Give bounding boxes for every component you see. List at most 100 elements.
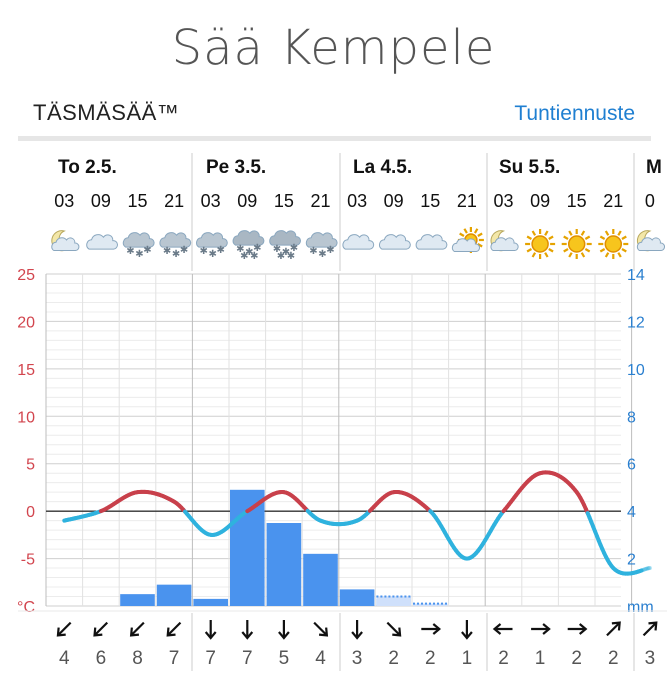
temp-axis-tick: 5 [26,457,35,474]
svg-text:✱: ✱ [217,245,225,256]
hour-label: 21 [603,191,623,211]
hour-label: 21 [164,191,184,211]
cloudy-icon [86,234,118,250]
cloud-snow-icon: ✱ ✱ ✱ [196,232,228,260]
wind-arrow-icon [461,620,473,640]
page-title: Sää Kempele [171,20,496,76]
svg-text:✱: ✱ [318,249,326,260]
wind-arrow-icon [567,623,588,635]
cloudy-icon [342,234,375,250]
hour-label: 15 [420,191,440,211]
precip-bar [339,589,375,606]
wind-arrow-icon [241,620,254,640]
precip-axis-tick: 4 [627,504,636,521]
wind-arrow-icon [531,623,551,635]
day-label: Su 5.5. [499,157,560,178]
svg-text:✱: ✱ [135,249,143,260]
svg-text:✱: ✱ [282,247,290,258]
wind-speed: 2 [388,648,399,669]
hourly-forecast-link[interactable]: Tuntiennuste [514,102,635,125]
plot-area [46,274,621,606]
sun-icon [561,229,592,259]
wind-arrow-icon [313,621,329,637]
day-label: Pe 3.5. [206,157,266,178]
wind-speed: 4 [59,648,70,669]
temp-axis-tick: 20 [17,314,35,331]
precip-bar [120,594,155,606]
wind-arrow-icon [204,620,217,640]
day-label: La 4.5. [353,157,412,178]
svg-text:✱: ✱ [273,244,281,255]
hour-label: 03 [201,191,221,211]
temperature-line-segment [637,568,644,574]
precip-axis-tick: 10 [627,362,645,379]
wind-speed: 1 [535,648,546,669]
hour-label: 09 [237,191,257,211]
precip-axis-tick: 2 [627,552,636,569]
precip-bar [230,489,265,606]
svg-text:✱: ✱ [250,251,258,262]
cloud-snow-icon: ✱ ✱ ✱ [122,232,155,260]
hour-label: 03 [493,191,513,211]
wind-arrow-icon [351,620,363,640]
temp-axis-tick: 0 [26,504,35,521]
forecast-panel[interactable]: To 2.5. Pe 3.5. La 4.5. Su 5.5. M 03 09 15 21 03 0… [0,141,667,700]
wind-arrow-icon [421,623,442,635]
wind-arrow-icon [56,621,72,637]
hour-label: 15 [274,191,294,211]
hour-label: 15 [127,191,147,211]
precip-light-bar [413,603,448,606]
wind-arrow-icon [492,623,513,635]
wind-speed: 3 [645,648,656,669]
precip-light-bar [376,596,411,606]
night-partly-cloudy-icon [636,230,666,252]
plot-grid [45,273,633,607]
night-partly-cloudy-icon [51,230,80,252]
svg-text:✱: ✱ [290,243,298,254]
cloudy-icon [415,234,448,250]
wind-arrow-icon [642,621,658,637]
header-divider [18,136,651,141]
day-label: To 2.5. [58,157,117,178]
precip-bar [303,553,338,606]
svg-text:✱: ✱ [245,247,253,258]
svg-text:✱: ✱ [277,251,285,262]
temp-axis-tick: 25 [17,267,35,284]
cloud-snow-icon: ✱ ✱ ✱ [305,232,338,260]
sun-icon [525,229,556,259]
wind-arrow-icon [129,621,145,637]
wind-speed: 7 [242,648,253,669]
wind-speed: 5 [279,648,290,669]
precip-axis-tick: 6 [627,457,636,474]
precip-axis-tick: mm [627,599,654,616]
precip-bar [193,598,228,606]
svg-text:✱: ✱ [200,246,208,257]
wind-speed: 2 [498,648,509,669]
precip-axis-tick: 12 [627,314,645,331]
hour-label: 09 [384,191,404,211]
svg-text:✱: ✱ [126,246,134,257]
hour-label: 09 [91,191,111,211]
temp-axis-tick: 10 [17,409,35,426]
hour-label: 03 [347,191,367,211]
wind-arrow-icon [166,621,182,637]
svg-text:✱: ✱ [326,245,334,256]
svg-text:✱: ✱ [287,251,295,262]
svg-text:✱: ✱ [172,249,180,260]
wind-speed: 7 [169,648,180,669]
precip-axis-tick: 8 [627,409,636,426]
hour-label: 09 [530,191,550,211]
temp-axis-tick: °C [17,599,35,616]
precip-axis-tick: 14 [627,267,645,284]
hour-label: 03 [54,191,74,211]
svg-text:✱: ✱ [253,243,261,254]
temp-axis-tick: -5 [21,552,35,569]
wind-arrow-icon [93,621,109,637]
svg-text:✱: ✱ [240,251,248,262]
forecast-chart: To 2.5. Pe 3.5. La 4.5. Su 5.5. M03 09 15 21 03 0… [17,153,667,671]
brand-label: TÄSMÄSÄÄ™ [33,100,180,125]
temperature-line-segment [639,567,646,573]
cloudy-icon [379,234,411,250]
wind-speed: 6 [96,648,107,669]
wind-speed: 7 [205,648,216,669]
